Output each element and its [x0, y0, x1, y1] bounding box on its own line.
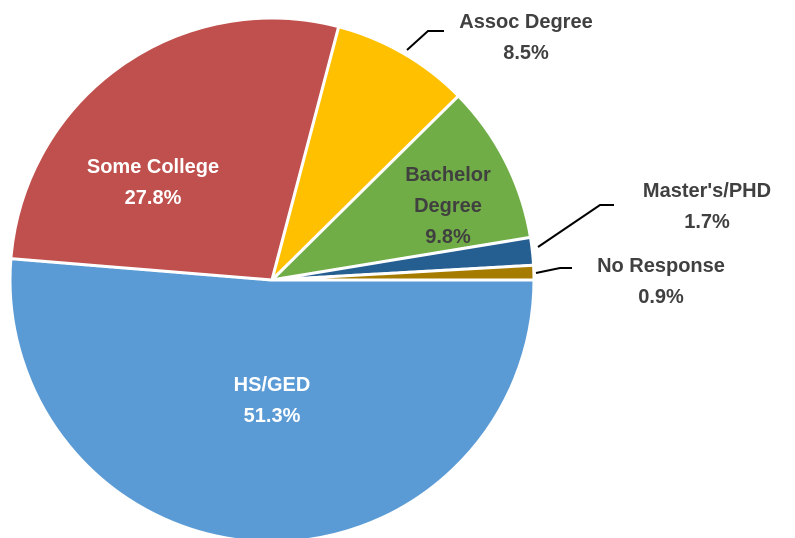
pie-slice: [270, 25, 460, 282]
category-label: Master's/PHD: [642, 180, 772, 202]
value-label: 0.9%: [638, 286, 684, 308]
leader-line: [537, 204, 614, 248]
slice-label: Bachelor Degree 9.8%: [398, 160, 498, 253]
category-label: HS/GED: [233, 374, 311, 396]
category-label: No Response: [597, 255, 725, 277]
value-label: 27.8%: [124, 187, 182, 209]
slice-label: No Response 0.9%: [561, 251, 761, 313]
category-label: Assoc Degree: [459, 11, 593, 33]
slice-label: Master's/PHD 1.7%: [607, 176, 795, 238]
value-label: 9.8%: [425, 226, 471, 248]
value-label: 1.7%: [684, 211, 730, 233]
slice-label: Some College 27.8%: [53, 152, 253, 214]
slice-label: Assoc Degree 8.5%: [426, 7, 626, 69]
slice-label: HS/GED 51.3%: [172, 370, 372, 432]
leader-line: [406, 30, 444, 51]
category-label: Bachelor Degree: [405, 164, 491, 217]
pie-slice: [8, 257, 536, 538]
pie-slice: [9, 16, 341, 282]
slices: [8, 16, 536, 538]
value-label: 51.3%: [243, 405, 301, 427]
pie-slice: [270, 94, 533, 282]
pie-slice: [270, 263, 536, 282]
value-label: 8.5%: [503, 42, 549, 64]
leader-lines: [406, 30, 614, 274]
category-label: Some College: [86, 156, 220, 178]
leader-line: [535, 267, 572, 274]
